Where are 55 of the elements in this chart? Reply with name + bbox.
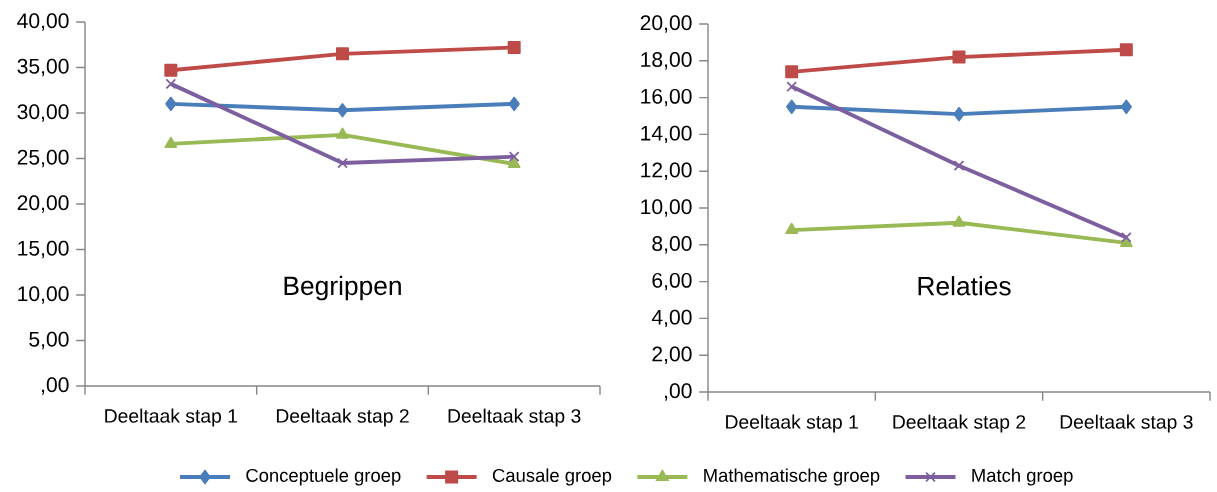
y-tick-label: 16,00 [641,88,692,107]
point [164,63,178,77]
point [953,160,965,172]
y-tick-label: 10,00 [18,286,69,304]
point [953,106,965,122]
y-tick-label: 18,00 [641,52,692,70]
point [337,157,348,169]
legend-label: Causale groep [492,468,612,486]
y-tick-label: 40,00 [17,13,69,31]
legend-label: Mathematische groep [704,468,880,486]
y-tick-label: ,00 [665,383,692,401]
y-tick-label: 20,00 [17,195,69,213]
text: Begrippen [284,275,401,301]
point [1120,99,1132,114]
point [785,65,799,79]
x-tick-label: Deeltaak stap 2 [893,414,1026,433]
point [164,136,178,148]
point [1120,232,1132,243]
x-tick-label: Deeltaak stap 2 [276,408,409,427]
point [165,96,177,112]
y-tick-label: 12,00 [641,162,692,180]
point [336,103,349,118]
point [786,81,798,92]
y-tick-label: 4,00 [651,309,692,328]
y-tick-label: 2,00 [652,346,692,364]
y-tick-label: 35,00 [17,58,69,77]
legend-label: Match groep [972,468,1073,486]
point [508,151,520,163]
x-tick-label: Deeltaak stap 3 [448,408,581,427]
point [785,222,799,235]
y-tick-label: ,00 [42,377,69,395]
y-tick-label: 25,00 [17,149,69,168]
y-tick-label: 15,00 [18,240,69,259]
point [786,99,798,114]
y-tick-label: 14,00 [641,125,692,144]
point [507,40,521,54]
x-tick-label: Deeltaak stap 3 [1060,414,1193,433]
y-tick-label: 30,00 [17,104,69,122]
point [508,96,520,112]
y-tick-label: 8,00 [652,236,692,254]
x-tick-label: Deeltaak stap 1 [105,408,238,427]
point [507,156,521,168]
legend-label: Conceptuele groep [246,468,401,486]
point [952,50,966,64]
point [336,47,350,61]
point [1119,43,1133,57]
point [165,78,177,90]
y-tick-label: 10,00 [641,199,692,217]
x-tick-label: Deeltaak stap 1 [726,414,858,433]
y-tick-label: 5,00 [29,331,69,350]
point [952,215,966,227]
y-tick-label: 20,00 [640,15,692,33]
text: Relaties [918,276,1011,296]
point [336,127,349,139]
y-tick-label: 6,00 [652,272,692,291]
